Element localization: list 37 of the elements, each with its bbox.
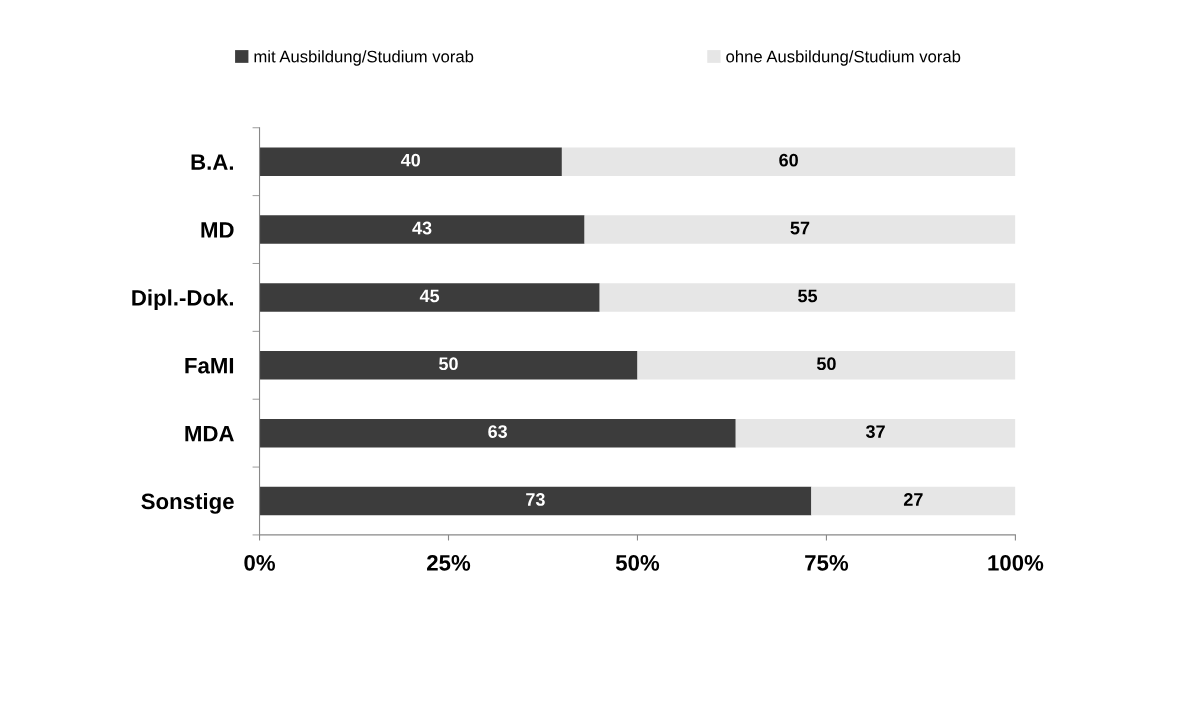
legend-label: mit Ausbildung/Studium vorab — [254, 50, 474, 66]
y-tick-label: B.A. — [191, 154, 233, 170]
data-label: 60 — [779, 153, 798, 167]
x-tick-label: 75% — [805, 555, 849, 571]
legend-label: ohne Ausbildung/Studium vorab — [726, 50, 961, 66]
data-label: 37 — [865, 425, 885, 439]
bar — [599, 283, 1016, 312]
data-label: 50 — [816, 357, 836, 371]
x-tick-label: 25% — [427, 554, 471, 571]
x-tick-label: 100% — [988, 554, 1044, 571]
y-tick-label: Dipl.-Dok. — [132, 289, 234, 311]
data-label: 55 — [798, 289, 818, 303]
bar — [259, 147, 562, 176]
bar — [584, 215, 1016, 244]
y-tick-label: FaMI — [185, 358, 234, 374]
data-label: 57 — [790, 221, 810, 235]
bar — [637, 351, 1016, 380]
data-label: 73 — [526, 493, 545, 506]
data-label: 40 — [400, 153, 421, 167]
data-label: 45 — [419, 289, 440, 303]
bar — [735, 418, 1016, 448]
y-tick-label: Sonstige — [141, 492, 234, 514]
data-label: 63 — [488, 425, 508, 439]
y-tick-label: MDA — [185, 425, 234, 442]
bar — [259, 486, 812, 516]
bar — [811, 486, 1016, 516]
data-label: 27 — [903, 493, 923, 506]
bar — [259, 351, 638, 380]
x-tick-label: 50% — [615, 554, 660, 571]
bar — [561, 147, 1016, 176]
data-label: 43 — [412, 221, 432, 235]
bar — [259, 215, 585, 244]
bar — [259, 283, 600, 312]
bar — [259, 418, 736, 448]
x-tick-label: 0% — [244, 554, 276, 571]
y-tick-label: MD — [201, 222, 234, 238]
data-label: 50 — [439, 357, 458, 371]
